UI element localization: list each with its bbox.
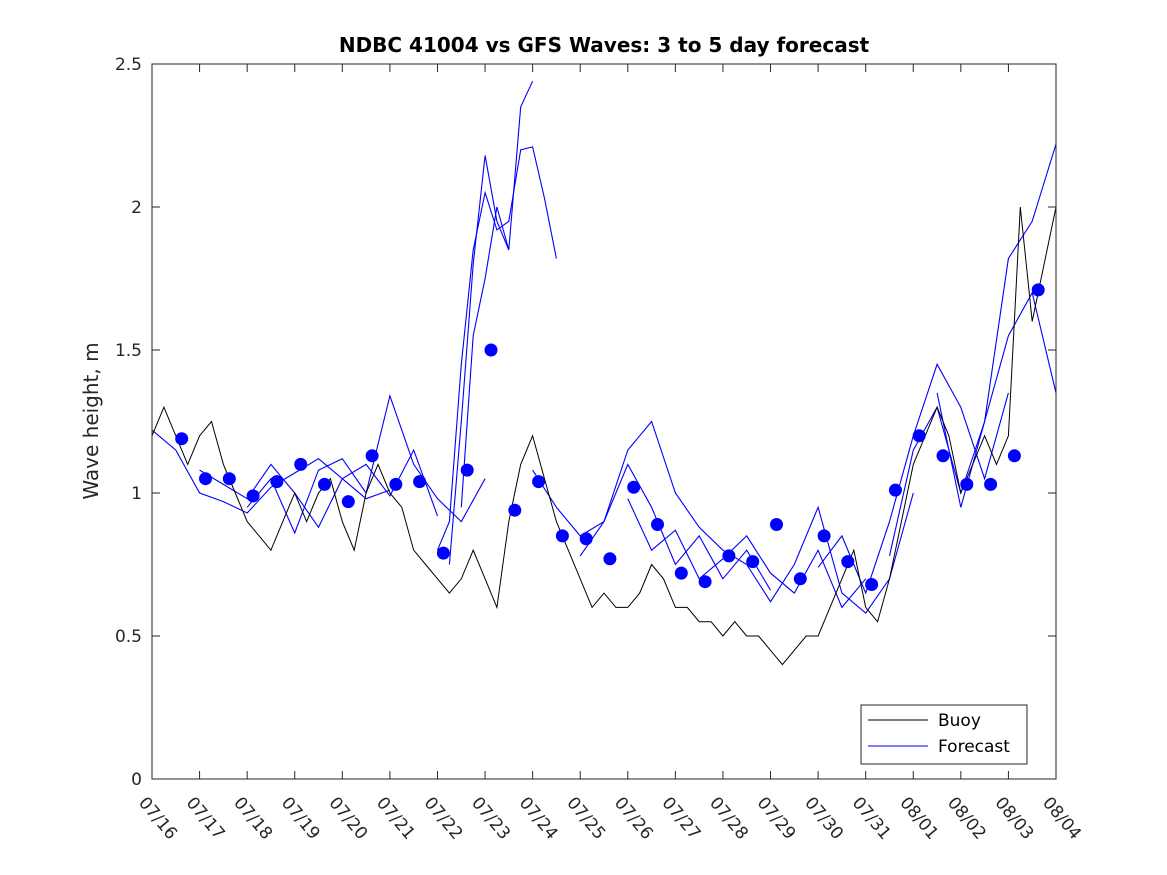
forecast-point: [532, 475, 546, 489]
forecast-point: [817, 529, 831, 543]
forecast-point: [841, 555, 855, 569]
y-tick-label: 0.5: [115, 627, 142, 647]
forecast-point: [936, 449, 950, 463]
legend-buoy-label: Buoy: [938, 711, 981, 731]
buoy-series-line: [151, 206, 1057, 666]
forecast-run-line-5: [460, 206, 510, 508]
legend: Buoy Forecast: [860, 704, 1028, 765]
forecast-point: [199, 472, 212, 486]
forecast-point: [865, 578, 879, 591]
y-tick-label: 1: [131, 484, 142, 504]
plot-area: [152, 64, 1056, 779]
forecast-point: [603, 552, 617, 566]
forecast-point: [389, 477, 403, 491]
forecast-run-line-8: [627, 498, 867, 609]
forecast-point: [651, 518, 664, 531]
legend-box: [860, 704, 1028, 765]
y-tick-label: 2.5: [115, 55, 142, 75]
forecast-point: [1007, 449, 1021, 463]
forecast-run-line-4: [448, 80, 534, 565]
forecast-point: [294, 457, 308, 471]
forecast-point: [722, 549, 736, 563]
forecast-point: [508, 503, 522, 517]
forecast-point: [984, 477, 998, 491]
forecast-point: [175, 432, 189, 446]
forecast-point: [888, 483, 902, 497]
forecast-point: [270, 475, 284, 489]
forecast-point: [746, 555, 760, 569]
series-layer: [151, 80, 1057, 666]
y-axis: 0 0.5 1 1.5 2 2.5: [115, 55, 1056, 790]
forecast-point: [793, 572, 807, 586]
forecast-point: [1031, 283, 1045, 297]
forecast-run-line-0: [151, 429, 391, 514]
chart-title: NDBC 41004 vs GFS Waves: 3 to 5 day fore…: [339, 33, 870, 57]
forecast-point: [555, 529, 569, 543]
axes-box: [151, 63, 1057, 780]
forecast-point: [318, 477, 331, 491]
forecast-run-line-6: [532, 420, 724, 551]
forecast-point: [484, 343, 498, 357]
forecast-run-line-11: [888, 143, 1057, 557]
forecast-run-line-9: [722, 492, 914, 614]
y-tick-label: 0: [131, 770, 142, 790]
forecast-run-line-3: [436, 146, 557, 551]
forecast-point: [579, 532, 593, 546]
forecast-point: [674, 566, 688, 580]
forecast-point: [960, 477, 974, 491]
forecast-point: [460, 463, 474, 477]
y-tick-label: 1.5: [115, 341, 142, 361]
forecast-point: [627, 480, 641, 494]
forecast-point: [341, 495, 355, 509]
forecast-point: [436, 546, 450, 560]
forecast-point: [365, 449, 379, 463]
forecast-run-line-12: [936, 291, 1057, 508]
y-tick-label: 2: [131, 198, 142, 218]
forecast-point: [698, 575, 712, 589]
forecast-point: [912, 429, 926, 443]
forecast-point: [222, 472, 236, 486]
forecast-point: [770, 518, 783, 531]
forecast-point: [246, 489, 260, 503]
y-axis-label: Wave height, m: [79, 342, 103, 499]
forecast-point: [413, 475, 427, 489]
legend-forecast-label: Forecast: [938, 737, 1010, 757]
